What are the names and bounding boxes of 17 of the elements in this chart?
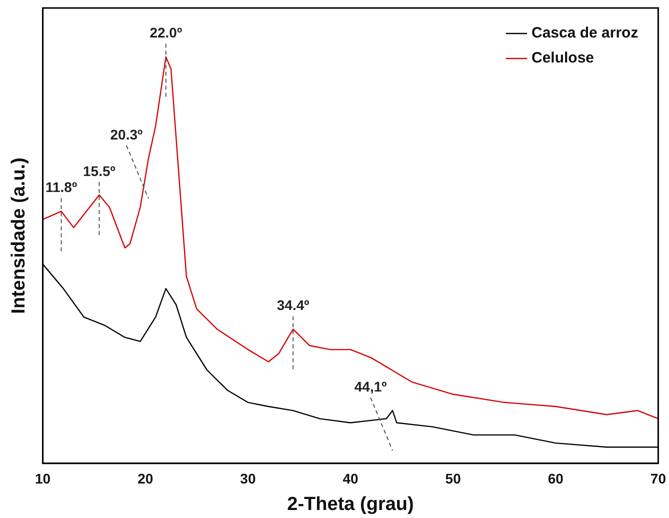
y-axis-title: Intensidade (a.u.) — [8, 158, 30, 314]
x-tick-label: 40 — [342, 470, 359, 487]
annotation: 20.3º — [110, 126, 143, 142]
annotation: 34.4º — [276, 297, 310, 314]
x-axis-title: 2-Theta (grau) — [287, 494, 414, 515]
x-tick-label: 20 — [138, 470, 154, 487]
x-tick-label: 70 — [650, 470, 666, 487]
annotation: 22.0º — [150, 24, 182, 41]
x-tick-label: 10 — [35, 470, 51, 487]
legend-label: Casca de arroz — [531, 24, 638, 42]
annotation: 44,1º — [354, 378, 387, 394]
x-tick-label: 50 — [445, 470, 462, 487]
annotation: 15.5º — [83, 162, 116, 179]
legend-label: Celulose — [531, 50, 594, 67]
x-tick-label: 60 — [548, 470, 564, 487]
x-tick-label: 30 — [240, 470, 256, 487]
annotation: 11.8º — [45, 179, 78, 196]
